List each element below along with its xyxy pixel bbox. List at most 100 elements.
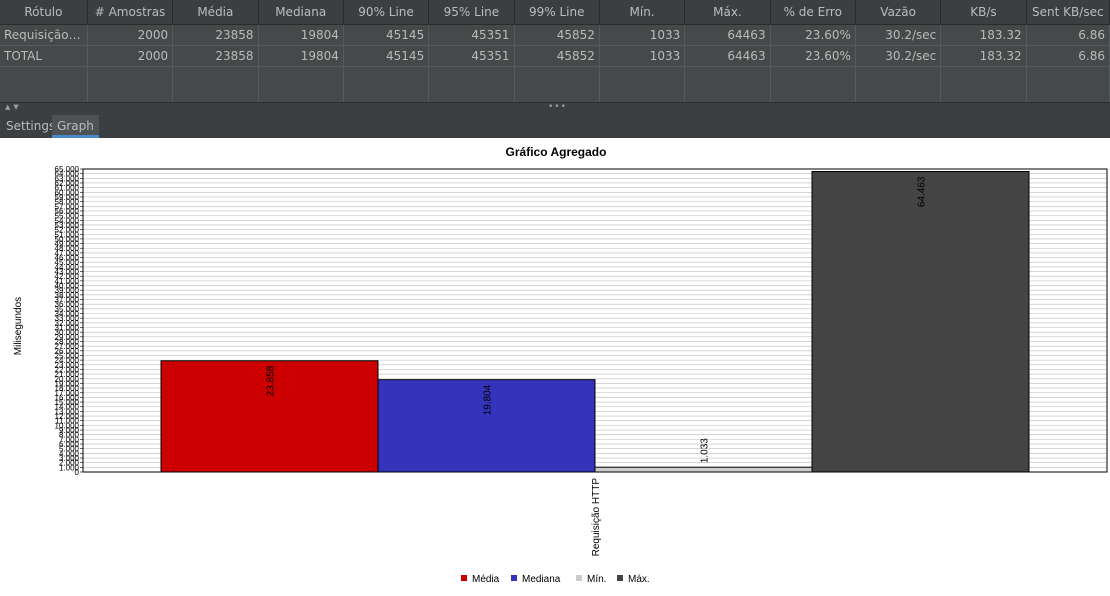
bar-data-label: 23.858 [266, 365, 277, 396]
column-header-samples[interactable]: # Amostras [87, 0, 174, 25]
y-tick-label: 0 [75, 468, 80, 477]
y-tick-label: 60.000 [55, 188, 80, 197]
results-table-container[interactable]: Rótulo # Amostras Média Mediana 90% Line… [0, 0, 1110, 102]
y-tick-label: 57.000 [55, 202, 80, 211]
y-tick-label: 42.000 [55, 272, 80, 281]
table-cell: 45145 [343, 45, 430, 67]
column-header-error-rate[interactable]: % de Erro [770, 0, 856, 25]
legend-entry: Máx. [628, 574, 650, 585]
y-tick-label: 15.000 [55, 398, 80, 407]
table-cell: 183.32 [940, 45, 1027, 67]
column-header-throughput[interactable]: Vazão [855, 0, 942, 25]
y-tick-label: 6.000 [59, 440, 80, 449]
table-row[interactable]: TOTAL 2000 23858 19804 45145 45351 45852… [0, 45, 1110, 67]
tab-settings[interactable]: Settings [6, 119, 56, 133]
column-header-95-line[interactable]: 95% Line [428, 0, 515, 25]
y-tick-label: 32.000 [55, 319, 80, 328]
y-tick-label: 64.000 [55, 170, 80, 179]
table-row[interactable]: Requisição ... 2000 23858 19804 45145 45… [0, 24, 1110, 46]
table-cell: 30.2/sec [855, 24, 942, 46]
drag-handle-icon[interactable]: ••• [548, 102, 567, 112]
column-header-received-kb[interactable]: KB/s [940, 0, 1027, 25]
aggregate-chart: Gráfico Agregado Milisegundos 01.0002.00… [13, 145, 1108, 585]
bar-1 [160, 360, 379, 473]
bar-data-label: 19.804 [483, 384, 494, 415]
y-tick-label: 3.000 [59, 454, 80, 463]
y-tick-label: 30.000 [55, 328, 80, 337]
table-cell: 2000 [87, 45, 174, 67]
bar-data-label: 1.033 [700, 438, 711, 463]
table-cell: 64463 [684, 24, 771, 46]
y-tick-label: 37.000 [55, 296, 80, 305]
y-tick-label: 46.000 [55, 254, 80, 263]
legend-entry: Mediana [522, 574, 561, 585]
y-tick-label: 43.000 [55, 268, 80, 277]
y-tick-label: 33.000 [55, 314, 80, 323]
y-tick-label: 18.000 [55, 384, 80, 393]
y-tick-label: 25.000 [55, 351, 80, 360]
table-cell: 30.2/sec [855, 45, 942, 67]
tab-graph[interactable]: Graph [52, 115, 99, 138]
y-tick-label: 4.000 [59, 449, 80, 458]
y-axis-ticks: 01.0002.0003.0004.0005.0006.0007.0008.00… [55, 165, 83, 477]
y-tick-label: 17.000 [55, 389, 80, 398]
table-cell: 45351 [428, 24, 515, 46]
y-tick-label: 28.000 [55, 337, 80, 346]
collapse-expand-arrows-icon[interactable]: ▲▼ [5, 103, 22, 111]
table-cell: 45852 [514, 45, 600, 67]
y-tick-label: 23.000 [55, 361, 80, 370]
column-header-max[interactable]: Máx. [684, 0, 771, 25]
y-tick-label: 40.000 [55, 282, 80, 291]
table-cell: 19804 [258, 45, 344, 67]
y-tick-label: 35.000 [55, 305, 80, 314]
y-tick-label: 47.000 [55, 249, 80, 258]
column-header-median[interactable]: Mediana [258, 0, 344, 25]
y-tick-label: 54.000 [55, 216, 80, 225]
column-header-label[interactable]: Rótulo [0, 0, 88, 25]
column-header-average[interactable]: Média [172, 0, 259, 25]
column-header-sent-kb[interactable]: Sent KB/sec [1026, 0, 1110, 25]
y-tick-label: 9.000 [59, 426, 80, 435]
y-tick-label: 27.000 [55, 342, 80, 351]
legend-swatch [461, 575, 467, 581]
y-tick-label: 55.000 [55, 212, 80, 221]
tab-bar: Settings Graph [0, 112, 1110, 138]
y-tick-label: 65.000 [55, 165, 80, 174]
table-cell: 23.60% [770, 45, 856, 67]
y-tick-label: 50.000 [55, 235, 80, 244]
legend-entry: Mín. [587, 574, 606, 585]
y-tick-label: 48.000 [55, 244, 80, 253]
y-tick-label: 11.000 [55, 417, 79, 426]
y-tick-label: 51.000 [55, 230, 80, 239]
table-cell: 45145 [343, 24, 430, 46]
x-category-label: Requisição HTTP [591, 478, 602, 557]
bars: 23.858 19.804 1.033 64.463 [160, 171, 1030, 473]
table-cell: 19804 [258, 24, 344, 46]
y-axis-label: Milisegundos [13, 297, 24, 355]
column-header-99-line[interactable]: 99% Line [514, 0, 600, 25]
table-cell: 2000 [87, 24, 174, 46]
y-tick-label: 59.000 [55, 193, 80, 202]
y-tick-label: 5.000 [59, 445, 80, 454]
table-cell: 183.32 [940, 24, 1027, 46]
legend-swatch [617, 575, 623, 581]
y-tick-label: 8.000 [59, 431, 80, 440]
y-tick-label: 34.000 [55, 310, 80, 319]
bar-data-label: 64.463 [917, 176, 928, 207]
legend-entry: Média [472, 574, 500, 585]
y-tick-label: 13.000 [55, 407, 80, 416]
column-header-min[interactable]: Mín. [599, 0, 686, 25]
y-tick-label: 52.000 [55, 226, 80, 235]
table-cell: 6.86 [1026, 24, 1110, 46]
y-tick-label: 49.000 [55, 240, 80, 249]
column-header-90-line[interactable]: 90% Line [343, 0, 430, 25]
y-tick-label: 41.000 [55, 277, 80, 286]
bar-3 [594, 466, 813, 473]
table-header-row: Rótulo # Amostras Média Mediana 90% Line… [0, 0, 1110, 25]
table-cell: 45351 [428, 45, 515, 67]
table-empty-area [0, 66, 1110, 102]
split-pane-divider[interactable]: ▲▼ ••• [0, 102, 1110, 112]
plot-area-border [82, 168, 1108, 473]
y-tick-label: 44.000 [55, 263, 80, 272]
